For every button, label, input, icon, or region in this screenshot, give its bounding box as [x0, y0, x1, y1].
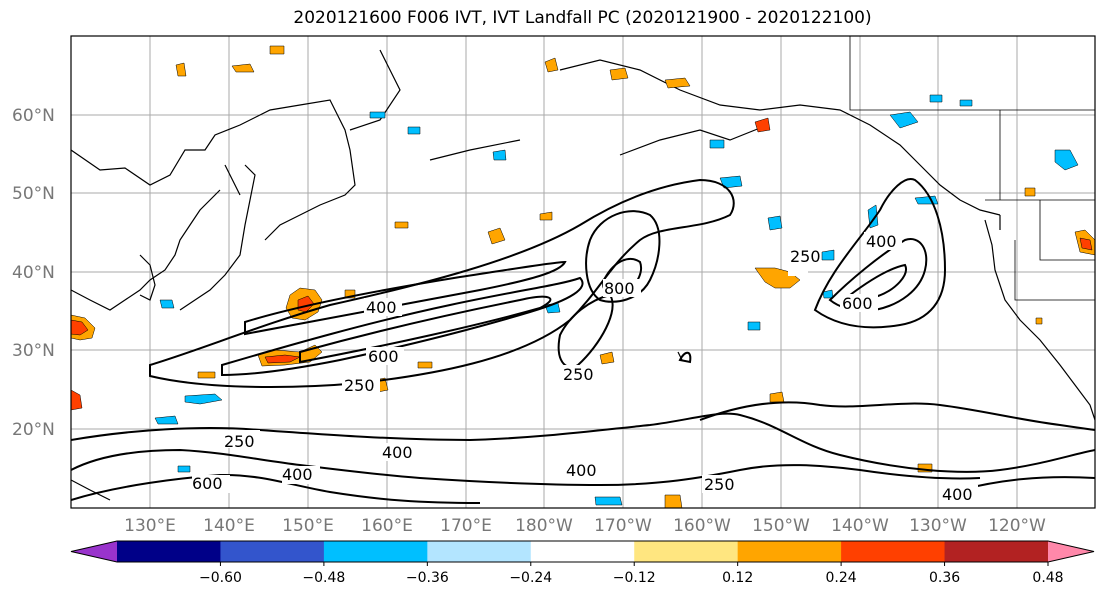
latitude-labels: 60°N 50°N 40°N 30°N 20°N	[12, 106, 55, 440]
lon-label-160w: 160°W	[673, 516, 731, 536]
colorbar-segment	[841, 541, 946, 562]
colorbar-segment	[944, 541, 1049, 562]
lon-label-140e: 140°E	[203, 516, 255, 536]
lat-label-20: 20°N	[12, 420, 55, 440]
colorbar-tick-label: 0.24	[826, 570, 857, 586]
chart-title: 2020121600 F006 IVT, IVT Landfall PC (20…	[293, 8, 872, 28]
lon-label-180w: 180°W	[515, 516, 573, 536]
contour-label-2: 600	[368, 347, 399, 366]
longitude-labels: 130°E 140°E 150°E 160°E 170°E 180°W 170°…	[124, 516, 1046, 536]
lat-label-30: 30°N	[12, 341, 55, 361]
contour-label-11: 600	[192, 474, 223, 493]
lat-label-50: 50°N	[12, 184, 55, 204]
contour-label-13: 400	[566, 461, 597, 480]
contour-label-12: 400	[382, 443, 413, 462]
colorbar-segment	[323, 541, 428, 562]
contour-label-3: 250	[344, 376, 375, 395]
coastlines	[71, 36, 1095, 501]
contour-label-7: 400	[866, 232, 897, 251]
colorbar-outline	[70, 540, 1095, 563]
contour-label-15: 400	[942, 485, 973, 504]
colorbar-ticks: −0.60 −0.48 −0.36 −0.24 −0.12 0.12 0.24 0.36 0.4…	[199, 562, 1064, 586]
colorbar-tick-label: −0.12	[613, 570, 656, 586]
contour-label-4: 250	[563, 365, 594, 384]
colorbar-extend-low	[71, 541, 117, 562]
lon-label-140w: 140°W	[831, 516, 889, 536]
colorbar-tick-label: 0.36	[929, 570, 960, 586]
lon-label-130w: 130°W	[909, 516, 967, 536]
colorbar-segment	[737, 541, 842, 562]
contour-label-9: 250	[224, 432, 255, 451]
contour-label-10: 400	[282, 465, 313, 484]
lon-label-120w: 120°W	[988, 516, 1046, 536]
colorbar-extend-high	[1048, 541, 1094, 562]
colorbar-tick-label: 0.12	[722, 570, 753, 586]
colorbar-segment	[530, 541, 635, 562]
lon-label-160e: 160°E	[361, 516, 413, 536]
lon-label-150e: 150°E	[282, 516, 334, 536]
map-frame	[70, 35, 1096, 509]
contour-label-8: 600	[842, 294, 873, 313]
contour-label-14: 250	[704, 475, 735, 494]
colorbar-tick-label: −0.36	[406, 570, 449, 586]
lat-label-40: 40°N	[12, 263, 55, 283]
colorbar-segment	[117, 541, 221, 562]
lat-label-60: 60°N	[12, 106, 55, 126]
ivt-contours	[71, 178, 1095, 504]
colorbar	[70, 540, 1095, 563]
lon-label-150w: 150°W	[752, 516, 810, 536]
colorbar-segment	[220, 541, 325, 562]
lon-label-170e: 170°E	[440, 516, 492, 536]
lon-label-170w: 170°W	[594, 516, 652, 536]
contour-label-1: 400	[366, 298, 397, 317]
colorbar-tick-label: −0.60	[199, 570, 242, 586]
colorbar-segment	[634, 541, 739, 562]
colorbar-tick-label: −0.24	[509, 570, 552, 586]
contour-label-5: 800	[604, 279, 635, 298]
lon-label-130e: 130°E	[124, 516, 176, 536]
colorbar-tick-label: 0.48	[1032, 570, 1063, 586]
contour-label-6: 250	[790, 247, 821, 266]
contour-labels: 400 600 250 250 800 250 400 600 250 400 …	[192, 232, 978, 504]
colorbar-segment	[427, 541, 532, 562]
colorbar-tick-label: −0.48	[302, 570, 345, 586]
anomaly-patches	[71, 45, 1095, 508]
